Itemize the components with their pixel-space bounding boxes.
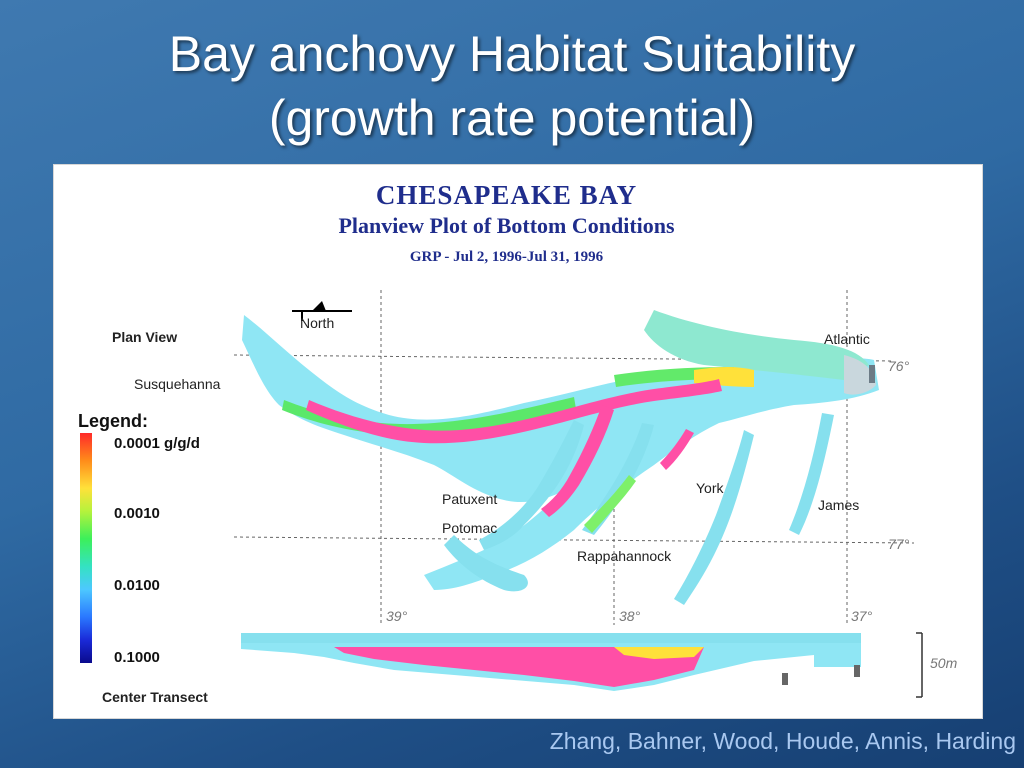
slide-credits: Zhang, Bahner, Wood, Houde, Annis, Hardi… xyxy=(549,728,1016,754)
legend-value-4: 0.1000 xyxy=(114,649,160,666)
grid-label-37: 37° xyxy=(851,608,873,624)
place-label-susquehanna: Susquehanna xyxy=(134,376,221,392)
slide-title-line2: (growth rate potential) xyxy=(268,90,756,146)
map-grid xyxy=(233,290,915,625)
slide-title: Bay anchovy Habitat Suitability (growth … xyxy=(0,22,1024,150)
center-transect-label: Center Transect xyxy=(102,689,208,705)
place-label-york: York xyxy=(696,480,724,496)
grid-label-76: 76° xyxy=(888,358,910,374)
figure-subtitle: Planview Plot of Bottom Conditions xyxy=(338,213,675,238)
legend-value-1: 0.0001 g/g/d xyxy=(114,435,200,452)
bay-water xyxy=(242,310,879,605)
place-label-atlantic: Atlantic xyxy=(824,331,870,347)
north-arrow-icon xyxy=(292,301,352,321)
depth-scale-label: 50m xyxy=(930,655,958,671)
plan-view-label: Plan View xyxy=(112,329,178,345)
north-label: North xyxy=(300,315,335,331)
chesapeake-figure: CHESAPEAKE BAY Planview Plot of Bottom C… xyxy=(53,164,983,719)
legend-title: Legend: xyxy=(78,411,148,431)
atlantic-shelf xyxy=(844,355,876,395)
bay-map xyxy=(233,290,923,698)
slide-title-line1: Bay anchovy Habitat Suitability xyxy=(168,26,856,82)
legend-colorbar xyxy=(80,433,92,663)
grid-label-38: 38° xyxy=(619,608,641,624)
place-label-james: James xyxy=(818,497,860,513)
grid-label-77: 77° xyxy=(888,536,910,552)
place-label-patuxent: Patuxent xyxy=(442,491,498,507)
place-label-potomac: Potomac xyxy=(442,520,498,536)
figure-period: GRP - Jul 2, 1996-Jul 31, 1996 xyxy=(409,249,604,265)
figure-title: CHESAPEAKE BAY xyxy=(375,180,638,210)
grid-label-39: 39° xyxy=(386,608,408,624)
place-label-rappahannock: Rappahannock xyxy=(577,548,672,564)
figure-header: CHESAPEAKE BAY Planview Plot of Bottom C… xyxy=(54,179,959,271)
legend-value-3: 0.0100 xyxy=(114,577,160,594)
high-growth-zones xyxy=(306,379,722,517)
center-transect xyxy=(241,632,923,698)
legend-value-2: 0.0010 xyxy=(114,505,160,522)
